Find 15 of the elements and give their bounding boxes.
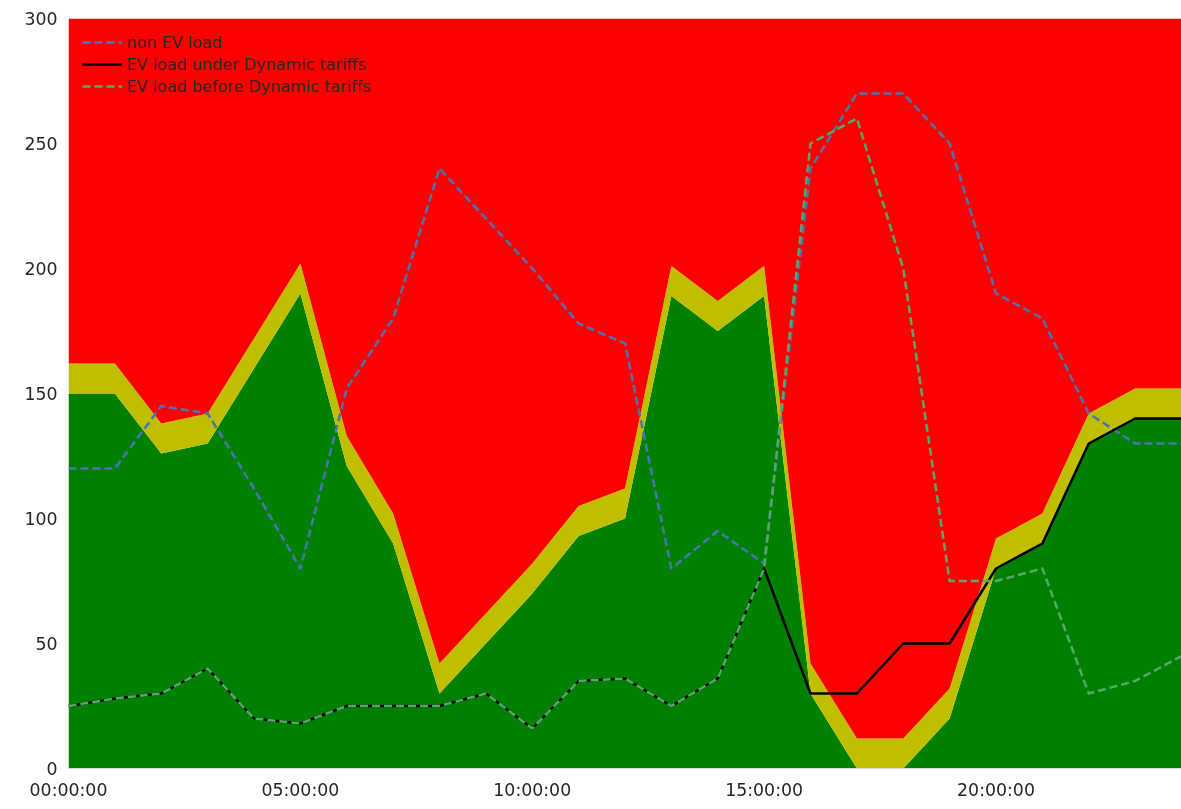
legend-label: non EV load [127, 32, 223, 52]
x-tick-label: 20:00:00 [957, 779, 1035, 800]
y-tick-label: 150 [24, 384, 58, 404]
legend-label: EV load before Dynamic tariffs [127, 76, 372, 96]
y-tick-label: 250 [24, 134, 58, 154]
y-tick-label: 0 [46, 759, 58, 779]
x-tick-label: 10:00:00 [493, 779, 572, 800]
y-tick-label: 200 [24, 259, 58, 279]
y-tick-label: 100 [24, 509, 58, 529]
x-tick-label: 00:00:00 [29, 779, 108, 800]
y-tick-label: 300 [24, 9, 58, 29]
x-tick-label: 05:00:00 [261, 779, 340, 800]
legend-label: EV load under Dynamic tariffs [127, 54, 367, 74]
x-tick-label: 15:00:00 [725, 779, 804, 800]
y-tick-label: 50 [35, 634, 58, 654]
